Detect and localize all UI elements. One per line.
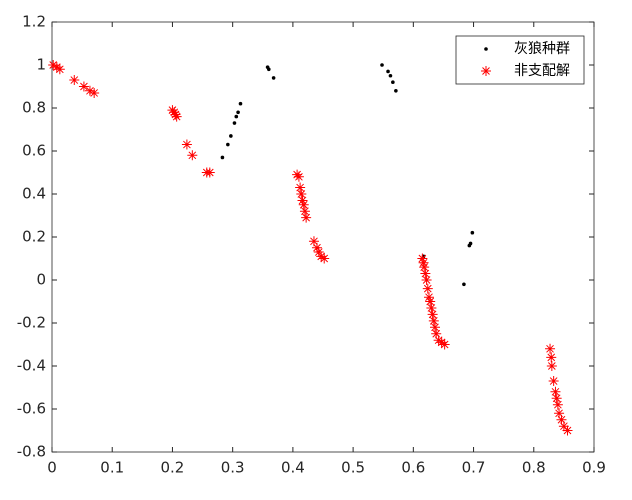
dot-point [267,67,271,72]
star-point [169,107,180,118]
dot-point [470,230,475,235]
star-point [439,339,450,350]
star-point [298,199,309,210]
star-point [428,315,439,326]
legend-marker [481,66,491,76]
dot-point [388,73,393,78]
y-tick-label: 0.2 [22,228,46,246]
star-point [562,425,573,436]
star-point [419,262,430,273]
star-point [425,296,436,307]
x-tick-label: 0.7 [462,459,486,477]
star-point [48,60,59,70]
star-point [319,253,330,264]
x-tick-label: 0.6 [401,459,425,477]
dot-point [394,89,398,93]
x-tick-label: 0.1 [100,459,124,477]
legend-marker [484,47,488,51]
legend-box [455,35,585,85]
star-point [427,309,438,320]
star-point [436,337,447,348]
star-point [433,335,444,346]
star-point [431,328,442,339]
star-point [548,376,559,387]
star-point [417,253,428,264]
star-point [313,247,324,258]
star-point [299,206,310,217]
dot-point [232,121,237,125]
dot-point [271,76,276,80]
star-point [170,109,181,120]
dot-point [229,134,233,138]
star-point [308,236,319,247]
star-point [187,150,198,161]
star-point [89,87,100,98]
y-tick-label: 1 [36,56,46,74]
dot-point [391,80,395,84]
x-tick-label: 0.9 [582,459,606,477]
legend-label: 灰狼种群 [514,41,570,57]
star-point [552,399,563,410]
star-point [69,75,80,86]
star-point [181,139,192,150]
star-point [423,292,434,303]
star-point [421,275,432,285]
y-tick-label: -0.8 [17,443,46,461]
star-point [204,167,215,178]
star-point [546,361,557,371]
y-tick-label: -0.2 [17,314,46,332]
y-tick-label: -0.6 [17,400,46,418]
x-tick-label: 0.2 [161,459,185,477]
star-point [426,302,437,313]
star-point [554,408,565,419]
dot-point [220,155,225,160]
star-point [295,182,306,193]
star-point [297,195,308,206]
star-point [556,414,567,425]
plot-area [51,21,595,453]
dot-point [462,282,466,287]
star-point [316,251,327,262]
star-point [545,343,556,354]
star-point [418,257,429,268]
star-point [51,62,62,73]
dot-point [380,63,384,67]
dot-point [468,241,473,246]
legend-label: 非支配解 [514,63,570,79]
dot-point [238,101,243,106]
y-tick-label: 0.6 [22,142,46,160]
y-tick-label: 1.2 [22,13,46,31]
y-tick-label: 0 [36,271,46,289]
star-point [551,393,562,404]
star-point [296,189,307,199]
star-point [558,421,569,432]
y-tick-label: 0.8 [22,99,46,117]
star-point [171,111,182,122]
star-point [84,85,95,96]
star-point [430,322,441,333]
star-point [420,268,431,279]
x-tick-label: 0.4 [281,459,305,477]
x-tick-label: 0.5 [341,459,365,477]
star-point [422,283,433,294]
y-tick-label: 0.4 [22,185,46,203]
x-tick-label: 0.8 [522,459,546,477]
y-tick-label: -0.4 [17,357,46,375]
dot-point [234,114,239,119]
star-point [54,64,65,75]
star-point [293,171,304,182]
x-tick-label: 0.3 [221,459,245,477]
x-tick-label: 0 [47,459,57,477]
star-point [550,386,561,397]
star-point [78,81,89,92]
star-point [311,242,322,253]
dot-point [236,110,240,115]
star-point [546,352,557,363]
dot-point [226,142,230,147]
dot-point [386,69,390,74]
star-point [301,212,312,223]
